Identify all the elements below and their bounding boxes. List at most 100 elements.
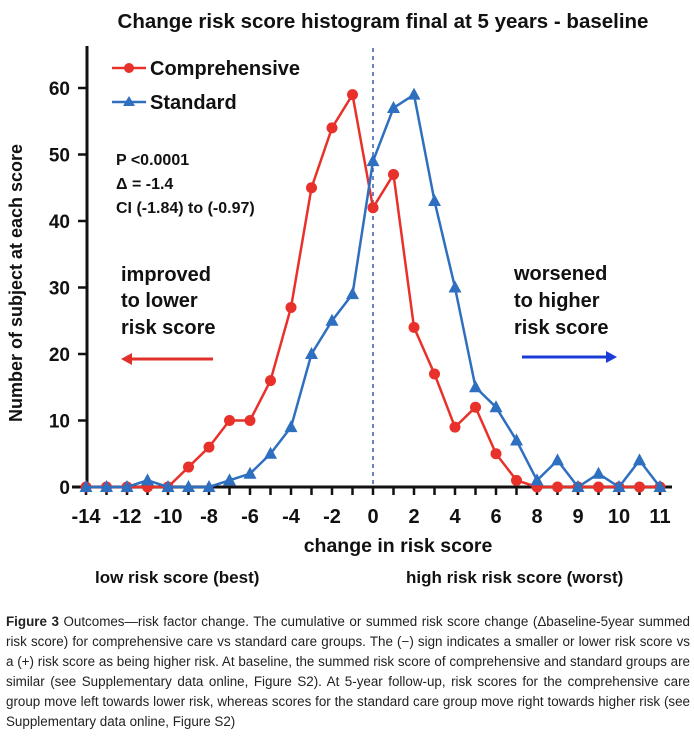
x-tick-label: 2 [408,506,419,528]
y-tick-label: 40 [49,212,70,233]
worsened-note-line-1: worsened [513,263,607,285]
legend: Comprehensive Standard [112,58,300,114]
data-point-standard [305,347,318,359]
data-point-standard [469,380,482,393]
improved-note-line-2: to lower [121,290,198,312]
data-point-standard [182,480,195,492]
x-tick-label: 4 [449,506,461,528]
series-group [79,87,667,493]
data-point-standard [387,100,400,113]
legend-label-comprehensive: Comprehensive [150,58,300,80]
data-point-standard [653,480,667,492]
x-tick-label: -6 [241,506,259,528]
worsened-note-line-3: risk score [514,317,609,339]
data-point-comprehensive [511,474,522,486]
x-tick-label: 8 [531,506,542,528]
data-point-standard [633,453,646,466]
legend-marker-standard [123,96,135,106]
x-tick-label: -10 [154,506,183,528]
data-point-standard [202,480,216,492]
x-tick-label: -14 [72,506,102,528]
y-tick-label: 10 [49,412,70,433]
x-tick-label: 0 [367,506,378,528]
data-point-comprehensive [490,448,502,460]
data-point-standard [141,473,154,486]
data-point-comprehensive [306,182,317,194]
legend-item-comprehensive: Comprehensive [112,58,300,80]
data-point-standard [428,194,441,207]
axes: 0 10 20 30 40 50 60 -14 -12 -10 -8 -6 -4 -2 0 2 4 6 8 9 10 11 [49,46,672,528]
data-point-standard [120,480,134,492]
data-point-comprehensive [449,421,461,433]
figure-caption-text: Outcomes—risk factor change. The cumulat… [6,614,691,729]
data-point-standard [100,480,113,492]
data-point-standard [223,473,236,486]
figure-caption-label: Figure 3 [6,614,59,629]
y-tick-label: 30 [49,279,70,300]
x-axis-label: change in risk score [304,535,493,557]
y-tick-label: 20 [49,345,70,366]
data-point-standard [325,313,339,326]
chart-title: Change risk score histogram final at 5 y… [118,10,649,33]
data-point-comprehensive [224,415,235,426]
worsened-note: worsened to higher risk score [513,263,609,339]
data-point-comprehensive [552,481,563,493]
y-tick-label: 60 [49,79,70,100]
data-point-comprehensive [183,461,194,473]
figure-caption: Figure 3 Outcomes—risk factor change. Th… [6,612,690,732]
data-point-standard [551,453,564,466]
x-tick-label: -4 [282,506,301,528]
legend-marker-comprehensive [124,63,134,73]
data-point-standard [510,433,523,446]
x-tick-label: -2 [323,506,341,528]
data-point-comprehensive [429,368,440,380]
worsened-note-line-2: to higher [514,290,600,312]
data-point-standard [489,400,503,413]
stats-ci: CI (-1.84) to (-0.97) [116,200,255,217]
data-point-standard [243,466,257,479]
data-point-standard [284,420,298,433]
data-point-comprehensive [203,441,215,453]
data-point-standard [592,466,605,479]
data-point-standard [530,473,544,486]
y-tick-label: 50 [49,146,70,167]
stats-p-value: P <0.0001 [116,152,189,169]
improved-note-line-3: risk score [121,317,216,339]
stats-annotation: P <0.0001 Δ = -1.4 CI (-1.84) to (-0.97) [116,152,255,217]
left-arrow-icon [121,353,213,365]
x-tick-label: 6 [490,506,501,528]
data-point-comprehensive [470,401,481,413]
x-tick-label: 11 [649,506,670,528]
data-point-comprehensive [634,481,645,493]
data-point-standard [407,87,421,100]
legend-item-standard: Standard [112,92,237,114]
data-point-comprehensive [244,415,256,426]
data-point-standard [346,287,359,300]
data-point-standard [612,480,626,492]
improved-note-line-1: improved [121,264,211,286]
data-point-comprehensive [265,375,276,387]
data-point-comprehensive [367,202,379,214]
chart: Change risk score histogram final at 5 y… [6,10,672,587]
data-point-comprehensive [408,321,420,333]
data-point-standard [366,154,380,167]
x-tick-label: 10 [608,506,630,528]
data-point-standard [161,480,175,492]
stats-delta: Δ = -1.4 [116,176,173,193]
data-point-standard [264,446,277,459]
data-point-comprehensive [326,122,338,134]
improved-note: improved to lower risk score [121,264,216,339]
x-tick-label: -12 [113,506,142,528]
y-axis-label: Number of subject at each score [6,144,26,422]
data-point-standard [79,480,93,492]
low-risk-label: low risk score (best) [95,568,259,587]
right-arrow-icon [522,351,617,363]
data-point-comprehensive [347,89,358,101]
x-tick-label: 9 [572,506,583,528]
data-point-standard [448,280,462,293]
high-risk-label: high risk risk score (worst) [406,568,623,587]
data-point-comprehensive [593,481,604,493]
data-point-standard [571,480,585,492]
x-tick-label: -8 [200,506,218,528]
y-tick-label: 0 [59,478,70,499]
